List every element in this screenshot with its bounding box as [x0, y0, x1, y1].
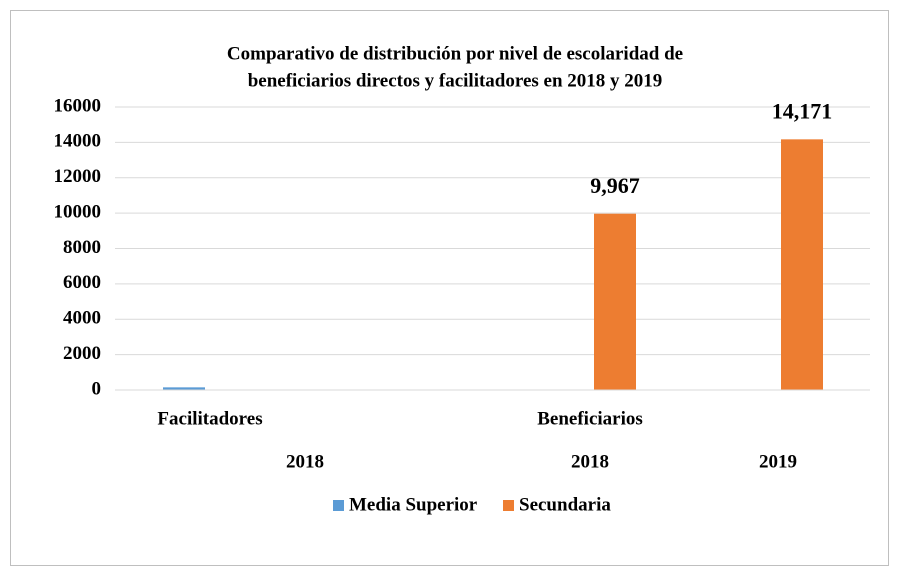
bar [781, 139, 823, 390]
group-label: Facilitadores [157, 408, 262, 429]
data-label: 9,967 [590, 173, 640, 198]
x-tick-label: 2018 [571, 451, 609, 472]
chart-border [10, 10, 889, 566]
y-tick-label: 4000 [63, 308, 101, 329]
y-tick-label: 12000 [54, 166, 102, 187]
chart-title: beneficiarios directos y facilitadores e… [248, 70, 663, 91]
x-tick-label: 2019 [759, 451, 797, 472]
y-tick-label: 8000 [63, 237, 101, 258]
x-tick-label: 2018 [286, 451, 324, 472]
y-tick-label: 6000 [63, 272, 101, 293]
y-tick-label: 16000 [54, 95, 102, 116]
y-tick-label: 14000 [54, 131, 102, 152]
data-label: 14,171 [772, 98, 833, 123]
y-tick-label: 10000 [54, 201, 102, 222]
chart-title: Comparativo de distribución por nivel de… [227, 43, 683, 64]
y-tick-label: 2000 [63, 343, 101, 364]
y-tick-label: 0 [92, 378, 102, 399]
group-label: Beneficiarios [537, 408, 643, 429]
legend-label: Secundaria [519, 494, 611, 515]
bar [163, 387, 205, 390]
bar [594, 213, 636, 390]
legend-swatch [333, 500, 344, 511]
legend-label: Media Superior [349, 494, 478, 515]
legend-swatch [503, 500, 514, 511]
